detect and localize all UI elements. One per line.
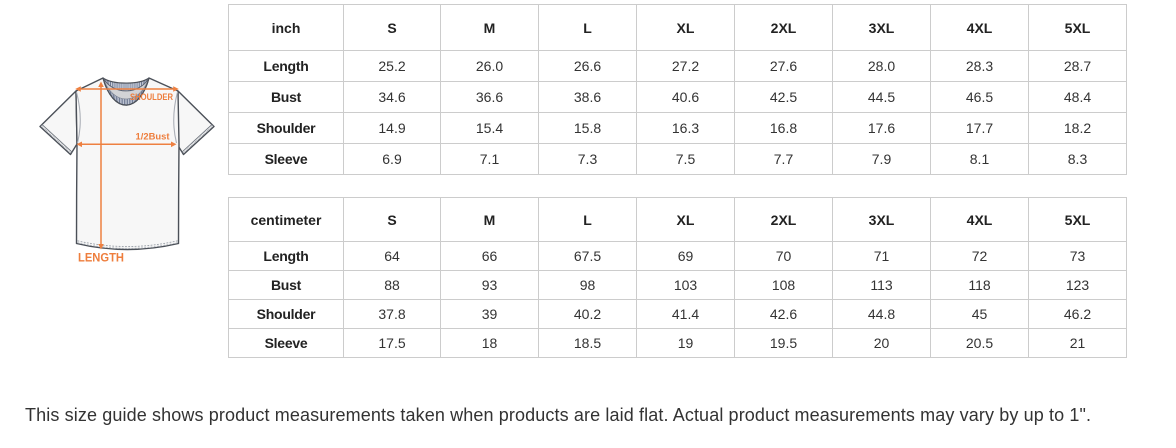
svg-text:LENGTH: LENGTH bbox=[78, 251, 124, 265]
svg-text:1/2Bust: 1/2Bust bbox=[136, 132, 170, 142]
svg-text:SHOULDER: SHOULDER bbox=[130, 92, 173, 102]
